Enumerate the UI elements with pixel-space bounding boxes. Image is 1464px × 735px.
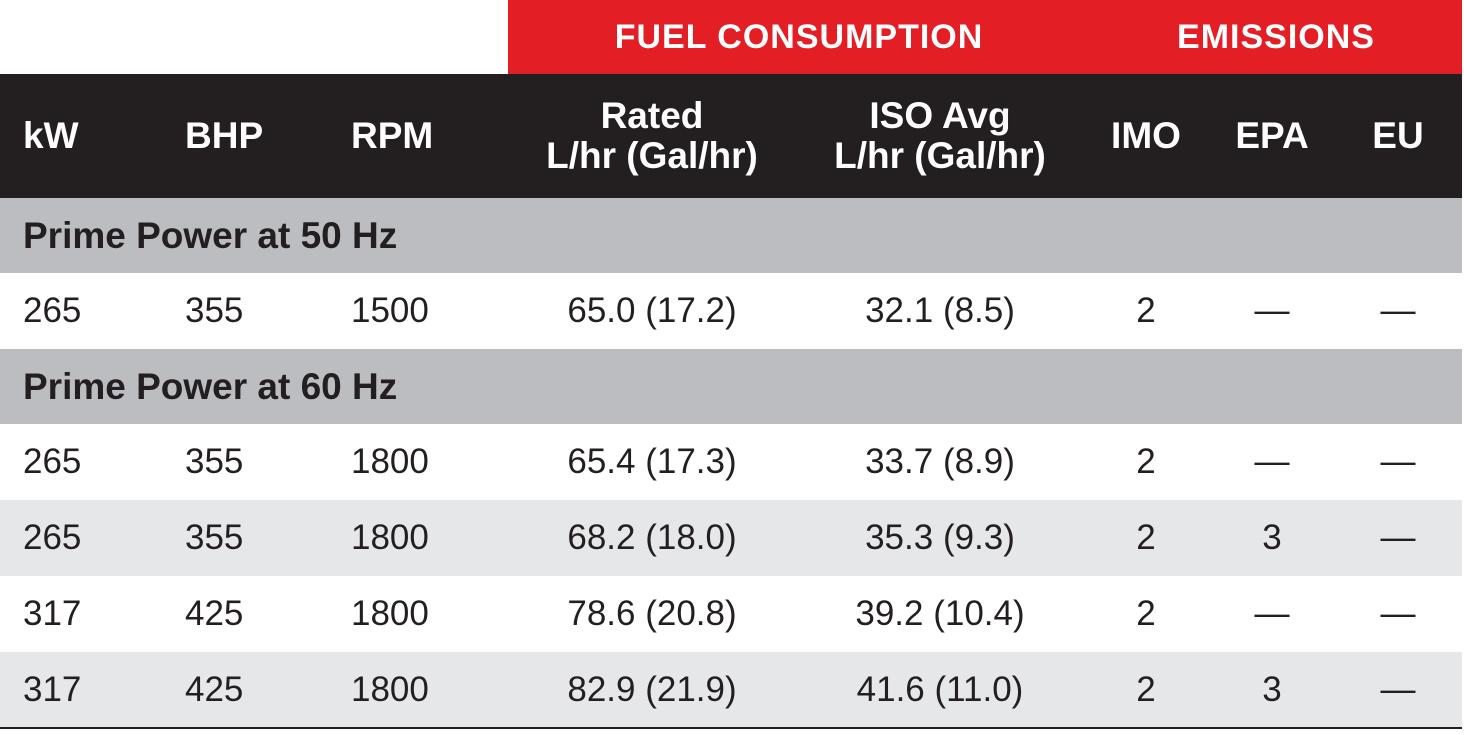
cell-iso-avg: 41.6 (11.0) (856, 670, 1024, 709)
col-header-rated: Rated L/hr (Gal/hr) (512, 74, 792, 198)
cell-bhp: 355 (185, 442, 244, 481)
table-row: 265 355 1800 68.2 (18.0) 35.3 (9.3) 2 3 … (0, 500, 1462, 576)
table-bottom-rule (0, 727, 1462, 729)
cell-imo: 2 (1136, 594, 1156, 633)
table-row: 265 355 1800 65.4 (17.3) 33.7 (8.9) 2 — … (0, 424, 1462, 500)
cell-rpm: 1500 (351, 291, 429, 330)
cell-bhp: 425 (185, 670, 244, 709)
cell-epa: — (1254, 594, 1290, 633)
table-row: 317 425 1800 78.6 (20.8) 39.2 (10.4) 2 —… (0, 576, 1462, 652)
cell-kw: 317 (23, 594, 82, 633)
cell-kw: 265 (23, 291, 82, 330)
col-header-rated-line1: Rated (600, 95, 704, 136)
cell-bhp: 355 (185, 291, 244, 330)
cell-iso-avg: 33.7 (8.9) (865, 442, 1015, 481)
group-emissions: EMISSIONS (1177, 18, 1375, 56)
cell-rated: 65.4 (17.3) (567, 442, 737, 481)
cell-rated: 68.2 (18.0) (567, 518, 737, 557)
cell-kw: 317 (23, 670, 82, 709)
group-fuel-consumption: FUEL CONSUMPTION (614, 18, 984, 56)
cell-kw: 265 (23, 518, 82, 557)
cell-iso-avg: 39.2 (10.4) (855, 594, 1025, 633)
cell-imo: 2 (1136, 518, 1156, 557)
cell-iso-avg: 35.3 (9.3) (865, 518, 1015, 557)
cell-imo: 2 (1136, 442, 1156, 481)
cell-iso-avg: 32.1 (8.5) (865, 291, 1015, 330)
cell-rpm: 1800 (351, 518, 429, 557)
col-header-iso-line2: L/hr (Gal/hr) (834, 135, 1046, 176)
cell-eu: — (1380, 670, 1416, 709)
cell-rpm: 1800 (351, 594, 429, 633)
cell-eu: — (1380, 291, 1416, 330)
section-title: Prime Power at 50 Hz (23, 215, 398, 256)
col-header-bhp: BHP (185, 115, 264, 156)
column-header-row (0, 74, 1462, 198)
cell-rpm: 1800 (351, 442, 429, 481)
cell-epa: — (1254, 442, 1290, 481)
table-row: 317 425 1800 82.9 (21.9) 41.6 (11.0) 2 3… (0, 652, 1462, 728)
cell-eu: — (1380, 594, 1416, 633)
cell-bhp: 425 (185, 594, 244, 633)
col-header-kw: kW (23, 115, 79, 156)
cell-kw: 265 (23, 442, 82, 481)
col-header-epa: EPA (1235, 115, 1309, 156)
cell-epa: 3 (1262, 518, 1282, 557)
cell-rated: 65.0 (17.2) (567, 291, 737, 330)
cell-eu: — (1380, 518, 1416, 557)
cell-rpm: 1800 (351, 670, 429, 709)
table-row: 265 355 1500 65.0 (17.2) 32.1 (8.5) 2 — … (0, 273, 1462, 349)
cell-rated: 78.6 (20.8) (567, 594, 737, 633)
cell-epa: — (1254, 291, 1290, 330)
section-row-50hz: Prime Power at 50 Hz (0, 198, 1462, 273)
col-header-imo: IMO (1111, 115, 1181, 156)
cell-eu: — (1380, 442, 1416, 481)
cell-bhp: 355 (185, 518, 244, 557)
col-header-eu: EU (1372, 115, 1424, 156)
col-header-rpm: RPM (351, 115, 434, 156)
cell-imo: 2 (1136, 670, 1156, 709)
col-header-rated-line2: L/hr (Gal/hr) (546, 135, 758, 176)
cell-rated: 82.9 (21.9) (567, 670, 737, 709)
section-title: Prime Power at 60 Hz (23, 366, 398, 407)
group-header-bar (508, 0, 1462, 74)
section-row-60hz: Prime Power at 60 Hz (0, 349, 1462, 424)
cell-imo: 2 (1136, 291, 1156, 330)
col-header-iso-avg: ISO Avg L/hr (Gal/hr) (800, 74, 1080, 198)
cell-epa: 3 (1262, 670, 1282, 709)
col-header-iso-line1: ISO Avg (869, 95, 1011, 136)
